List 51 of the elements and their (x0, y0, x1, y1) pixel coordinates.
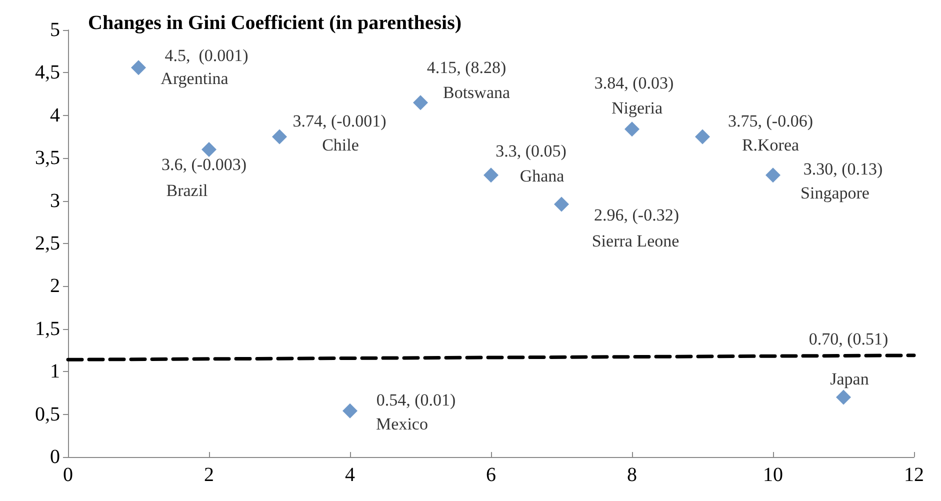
y-tick-label: 4,5 (35, 62, 60, 84)
x-tick-label: 6 (486, 464, 496, 486)
x-tick-label: 2 (204, 464, 214, 486)
y-tick-label: 3,5 (35, 147, 60, 170)
annotation: Chile (322, 135, 359, 154)
annotation: 3.75, (-0.06) (728, 111, 813, 130)
y-tick-label: 4 (50, 104, 60, 126)
point (131, 60, 146, 76)
annotation: Ghana (520, 166, 565, 186)
annotation: Brazil (166, 181, 208, 200)
annotation: 4.5, (0.001) (164, 46, 248, 66)
x-tick-label: 12 (904, 464, 924, 486)
annotation: 2.96, (-0.32) (594, 206, 679, 225)
y-tick-label: 2 (50, 275, 60, 298)
annotation: 3.30, (0.13) (803, 160, 883, 179)
annotation: Japan (830, 370, 870, 389)
annotation: 0.54, (0.01) (376, 390, 456, 410)
x-tick-label: 4 (345, 464, 355, 486)
point (202, 142, 216, 158)
point (413, 95, 428, 110)
x-tick-label: 10 (763, 464, 783, 486)
annotation: Singapore (800, 184, 870, 203)
annotation: Argentina (160, 69, 229, 88)
y-tick-label: 0 (50, 446, 60, 468)
point (695, 129, 710, 144)
point (554, 196, 569, 212)
point (272, 129, 287, 144)
annotation: 3.74, (-0.001) (292, 111, 386, 130)
annotation: Mexico (376, 414, 428, 434)
annotation: 4.15, (8.28) (426, 58, 506, 78)
annotation: 3.84, (0.03) (594, 74, 674, 93)
annotation: Nigeria (612, 98, 663, 118)
annotation: 3.3, (0.05) (496, 142, 566, 161)
point (766, 168, 780, 183)
point (342, 403, 358, 418)
x-tick-label: 8 (627, 464, 637, 486)
point (836, 390, 851, 405)
annotation: 0.70, (0.51) (808, 330, 888, 349)
annotation: Sierra Leone (592, 232, 680, 251)
y-tick-label: 3 (50, 190, 60, 212)
y-tick-label: 1,5 (35, 318, 60, 340)
chart-title: Changes in Gini Coefficient (in parenthesis) (88, 12, 462, 34)
point (624, 122, 640, 137)
annotation: Botswana (442, 83, 510, 102)
y-tick-label: 1 (50, 360, 60, 383)
y-tick-label: 2,5 (35, 232, 60, 254)
point (484, 168, 498, 183)
annotation: 3.6, (-0.003) (162, 155, 246, 174)
annotation: R.Korea (742, 135, 800, 154)
y-tick-label: 0,5 (35, 403, 60, 426)
y-tick-label: 5 (50, 19, 60, 41)
